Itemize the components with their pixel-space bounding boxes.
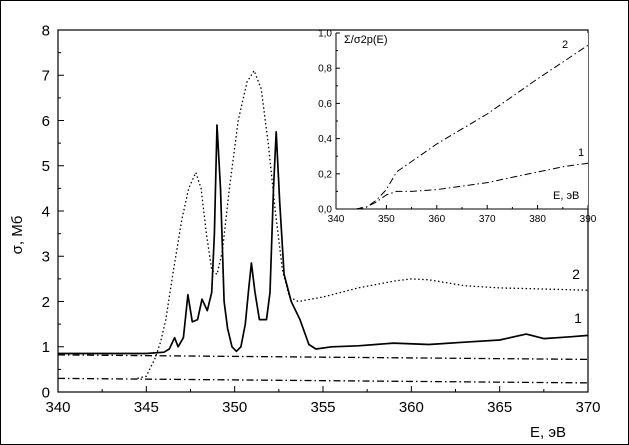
- main-y-tick-label: 8: [42, 22, 50, 39]
- main-series-line-background-1: [57, 354, 589, 361]
- main-series-1-label: 1: [574, 310, 582, 326]
- main-y-tick-label: 0: [42, 384, 50, 401]
- main-series-line-background-2: [57, 377, 589, 384]
- main-series-line-2: [137, 70, 589, 380]
- main-y-tick-label: 1: [42, 339, 50, 356]
- inset-y-axis-label: Σ/σ2p(E): [344, 34, 388, 46]
- inset-y-tick-label: 0,6: [318, 99, 332, 110]
- main-x-tick-label: 345: [134, 399, 159, 416]
- main-y-axis-label: σ, Мб: [9, 216, 26, 255]
- inset-x-tick-label: 340: [328, 214, 345, 225]
- inset-y-tick-label: 0,2: [318, 169, 332, 180]
- main-y-tick-label: 2: [42, 294, 50, 311]
- main-series: [57, 70, 589, 384]
- main-x-tick-label: 360: [399, 399, 424, 416]
- main-y-tick-label: 5: [42, 158, 50, 175]
- inset-series-1-label: 1: [578, 147, 584, 159]
- inset-y-tick-label: 1,0: [318, 29, 332, 40]
- main-y-tick-label: 3: [42, 249, 50, 266]
- main-series-line-1: [58, 124, 589, 355]
- inset-x-tick-label: 370: [479, 214, 496, 225]
- inset-series-2-label: 2: [562, 39, 568, 51]
- inset-y-tick-label: 0,8: [318, 64, 332, 75]
- main-x-tick-label: 365: [487, 399, 512, 416]
- inset-x-tick-label: 360: [428, 214, 445, 225]
- inset-x-tick-label: 350: [378, 214, 395, 225]
- main-y-tick-label: 6: [42, 113, 50, 130]
- main-x-tick-label: 370: [575, 399, 600, 416]
- inset-background: [340, 33, 588, 209]
- main-x-axis-label: E, эВ: [530, 424, 566, 441]
- inset-y-tick-label: 0,0: [318, 205, 332, 216]
- main-y-tick-label: 7: [42, 68, 50, 85]
- main-x-tick-label: 350: [222, 399, 247, 416]
- inset-ticks: 340 350 360 370 380 390 0,0 0,2 0,4 0,6 0,8 1,0: [318, 29, 597, 226]
- inset-x-tick-label: 380: [529, 214, 546, 225]
- main-x-tick-label: 355: [310, 399, 335, 416]
- main-series-2-label: 2: [572, 266, 580, 282]
- inset-x-tick-label: 390: [580, 214, 597, 225]
- inset-series-line-2: [356, 44, 589, 210]
- main-y-tick-label: 4: [42, 203, 50, 220]
- inset-series: [356, 44, 589, 210]
- main-x-tick-label: 340: [45, 399, 70, 416]
- inset-x-axis-label: E, эВ: [553, 190, 579, 202]
- inset-y-tick-label: 0,4: [318, 134, 332, 145]
